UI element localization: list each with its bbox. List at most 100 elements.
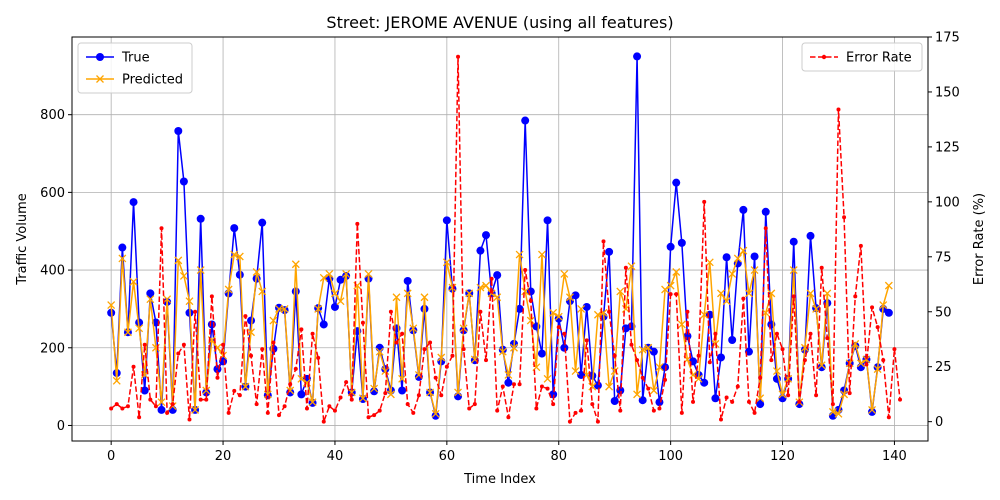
data-point: [752, 410, 757, 415]
data-point: [476, 283, 485, 292]
data-point: [644, 343, 653, 352]
y-tick-label: 600: [40, 186, 65, 201]
data-point: [879, 301, 888, 309]
data-point: [560, 343, 569, 352]
data-point: [420, 293, 429, 302]
legend-marker: [96, 53, 104, 61]
data-point: [746, 399, 751, 404]
data-point: [360, 320, 365, 325]
data-point: [554, 312, 563, 321]
x-tick-label: 60: [439, 449, 456, 464]
data-point: [515, 250, 524, 259]
data-point: [109, 406, 114, 411]
y-axis-title: Traffic Volume: [15, 193, 30, 286]
data-point: [237, 393, 242, 398]
data-point: [584, 338, 589, 343]
data-point: [297, 390, 306, 399]
data-point: [146, 289, 155, 298]
data-point: [864, 362, 869, 367]
data-point: [275, 304, 283, 313]
data-point: [538, 250, 546, 259]
x-tick-label: 40: [327, 449, 344, 464]
data-point: [713, 331, 718, 336]
data-point: [428, 340, 433, 345]
x-tick-label: 100: [658, 449, 683, 464]
data-point: [881, 358, 886, 363]
y2-tick-label: 125: [935, 140, 960, 155]
data-point: [482, 231, 491, 240]
data-point: [772, 367, 781, 376]
data-point: [123, 328, 132, 337]
data-point: [388, 309, 393, 314]
y2-tick-label: 50: [935, 305, 952, 320]
data-point: [515, 304, 524, 313]
data-point: [808, 331, 813, 336]
data-point: [571, 367, 580, 376]
data-point: [567, 419, 572, 424]
data-point: [627, 262, 636, 271]
data-point: [500, 384, 505, 389]
x-tick-label: 80: [550, 449, 567, 464]
data-point: [489, 276, 494, 281]
data-point: [856, 363, 865, 372]
data-point: [506, 415, 511, 420]
x-tick-label: 120: [770, 449, 795, 464]
x-tick-label: 0: [107, 449, 115, 464]
legend-label: Error Rate: [846, 51, 912, 66]
data-point: [129, 198, 138, 207]
data-point: [196, 266, 205, 275]
data-point: [444, 364, 449, 369]
data-point: [321, 419, 326, 424]
data-point: [442, 216, 451, 225]
data-point: [672, 178, 681, 187]
data-point: [482, 281, 490, 290]
data-point: [668, 292, 673, 297]
series-layer: [107, 52, 903, 425]
data-point: [493, 293, 502, 302]
data-point: [291, 287, 300, 296]
data-point: [612, 353, 617, 358]
data-point: [288, 382, 293, 387]
data-point: [131, 364, 136, 369]
data-point: [853, 294, 858, 299]
data-point: [616, 287, 625, 296]
data-point: [633, 52, 642, 61]
data-point: [817, 361, 826, 370]
data-point: [431, 411, 440, 420]
data-point: [565, 293, 574, 302]
series-line: [110, 56, 901, 425]
data-point: [291, 260, 300, 269]
data-point: [174, 256, 183, 265]
legend-error-rate: Error Rate: [801, 42, 923, 72]
data-point: [394, 340, 399, 345]
data-point: [786, 393, 791, 398]
data-point: [181, 342, 186, 347]
data-point: [129, 277, 138, 286]
data-point: [666, 242, 675, 251]
data-point: [249, 353, 254, 358]
data-point: [498, 347, 507, 356]
data-point: [716, 353, 725, 362]
data-point: [308, 398, 317, 407]
y-tick-label: 0: [57, 419, 65, 434]
data-point: [789, 266, 798, 275]
data-point: [711, 394, 720, 403]
legend-label: Predicted: [122, 73, 183, 88]
data-point: [830, 402, 835, 407]
data-point: [862, 355, 871, 364]
data-point: [241, 382, 250, 391]
data-point: [825, 336, 830, 341]
data-point: [610, 396, 619, 405]
data-point: [493, 271, 502, 280]
data-point: [521, 287, 530, 296]
legend-box: [77, 42, 193, 94]
data-point: [230, 224, 239, 233]
data-point: [679, 410, 684, 415]
data-point: [422, 347, 427, 352]
data-point: [842, 215, 847, 220]
data-point: [465, 289, 474, 298]
x-tick-label: 140: [882, 449, 907, 464]
data-point: [526, 316, 535, 325]
data-point: [655, 363, 664, 372]
data-point: [510, 343, 518, 352]
